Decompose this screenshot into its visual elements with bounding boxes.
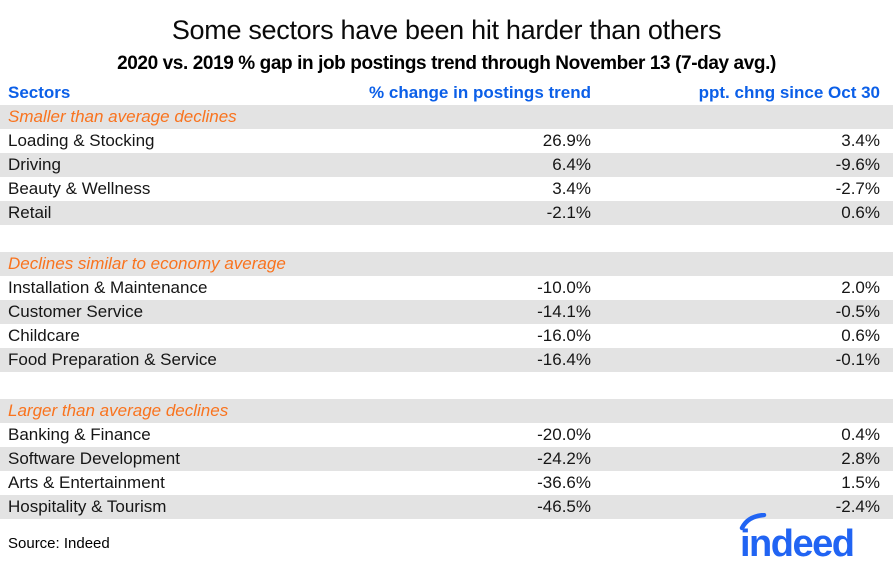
indeed-logo: indeed <box>739 513 855 561</box>
table-row: Software Development -24.2% 2.8% <box>0 447 893 471</box>
col-header-change: % change in postings trend <box>369 82 591 102</box>
group-label: Declines similar to economy average <box>8 254 286 273</box>
ppt-value: 1.5% <box>841 473 880 492</box>
chart-footer: Source: Indeed indeed <box>0 513 893 565</box>
group-header-row: Declines similar to economy average <box>0 252 893 276</box>
group-smaller-than-average-declines: Smaller than average declines Loading & … <box>0 105 893 225</box>
chart-subtitle: 2020 vs. 2019 % gap in job postings tren… <box>117 53 776 74</box>
chart-title: Some sectors have been hit harder than o… <box>171 15 722 45</box>
group-label: Smaller than average declines <box>8 107 237 126</box>
change-value: -46.5% <box>537 497 591 516</box>
table-row: Retail -2.1% 0.6% <box>0 201 893 225</box>
change-value: -36.6% <box>537 473 591 492</box>
group-larger-than-average-declines: Larger than average declines Banking & F… <box>0 399 893 519</box>
change-value: -16.0% <box>537 326 591 345</box>
sector-name: Loading & Stocking <box>8 131 155 150</box>
table-row: Hospitality & Tourism -46.5% -2.4% <box>0 495 893 519</box>
sector-name: Banking & Finance <box>8 425 151 444</box>
sector-name: Arts & Entertainment <box>8 473 165 492</box>
group-declines-similar-to-average: Declines similar to economy average Inst… <box>0 252 893 372</box>
ppt-value: -9.6% <box>835 155 880 174</box>
change-value: -16.4% <box>537 350 591 369</box>
ppt-value: 2.8% <box>841 449 880 468</box>
change-value: -14.1% <box>537 302 591 321</box>
group-header-row: Smaller than average declines <box>0 105 893 129</box>
change-value: 6.4% <box>552 155 591 174</box>
ppt-value: 0.4% <box>841 425 880 444</box>
sector-name: Driving <box>8 155 61 174</box>
ppt-value: 0.6% <box>841 326 880 345</box>
ppt-value: -2.7% <box>835 179 880 198</box>
table-header-row: Sectors % change in postings trend ppt. … <box>0 81 893 104</box>
col-header-ppt: ppt. chng since Oct 30 <box>698 82 880 102</box>
sector-name: Customer Service <box>8 302 144 321</box>
sector-name: Hospitality & Tourism <box>8 497 167 516</box>
change-value: 26.9% <box>542 131 591 150</box>
sector-name: Childcare <box>8 326 80 345</box>
group-header-row: Larger than average declines <box>0 399 893 423</box>
table-row: Food Preparation & Service -16.4% -0.1% <box>0 348 893 372</box>
table-row: Driving 6.4% -9.6% <box>0 153 893 177</box>
change-value: -20.0% <box>537 425 591 444</box>
sector-name: Installation & Maintenance <box>8 278 208 297</box>
sector-name: Food Preparation & Service <box>8 350 217 369</box>
change-value: -2.1% <box>546 203 591 222</box>
table-row: Beauty & Wellness 3.4% -2.7% <box>0 177 893 201</box>
change-value: 3.4% <box>552 179 591 198</box>
sector-name: Retail <box>8 203 52 222</box>
col-header-sectors: Sectors <box>8 82 71 102</box>
sector-name: Software Development <box>8 449 180 468</box>
ppt-value: 0.6% <box>841 203 880 222</box>
group-label: Larger than average declines <box>8 401 229 420</box>
table-row: Banking & Finance -20.0% 0.4% <box>0 423 893 447</box>
source-note: Source: Indeed <box>8 535 110 552</box>
table-row: Customer Service -14.1% -0.5% <box>0 300 893 324</box>
table-row: Loading & Stocking 26.9% 3.4% <box>0 129 893 153</box>
table-row: Childcare -16.0% 0.6% <box>0 324 893 348</box>
table-row: Arts & Entertainment -36.6% 1.5% <box>0 471 893 495</box>
indeed-logo-accent-icon <box>739 513 767 531</box>
ppt-value: -0.1% <box>835 350 880 369</box>
ppt-value: -0.5% <box>835 302 880 321</box>
ppt-value: -2.4% <box>835 497 880 516</box>
sector-table: Sectors % change in postings trend ppt. … <box>0 81 893 519</box>
sector-name: Beauty & Wellness <box>8 179 151 198</box>
table-row: Installation & Maintenance -10.0% 2.0% <box>0 276 893 300</box>
change-value: -10.0% <box>537 278 591 297</box>
change-value: -24.2% <box>537 449 591 468</box>
ppt-value: 2.0% <box>841 278 880 297</box>
ppt-value: 3.4% <box>841 131 880 150</box>
indeed-logo-text: indeed <box>740 523 853 561</box>
